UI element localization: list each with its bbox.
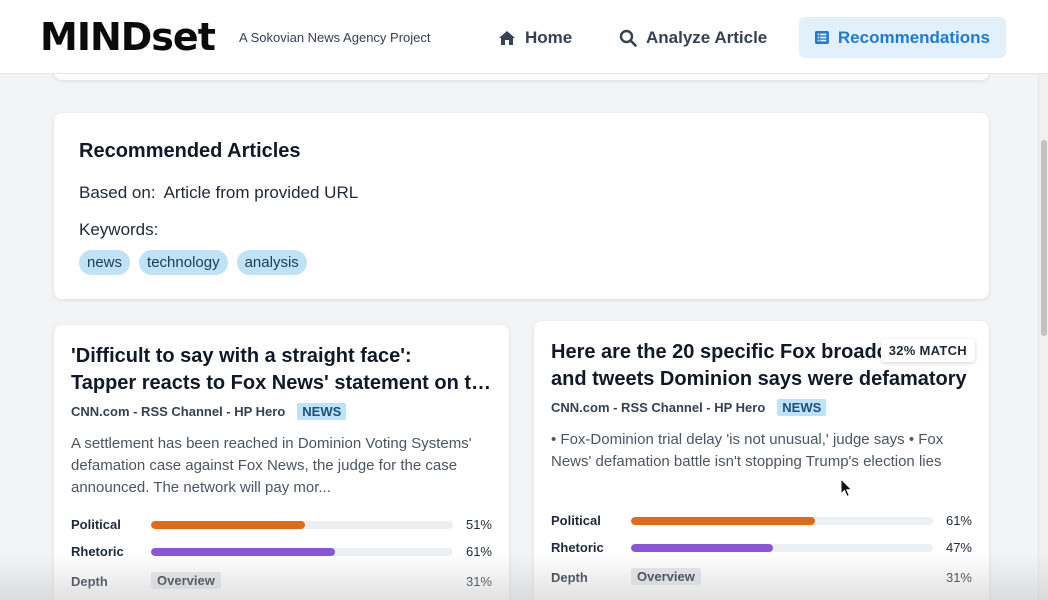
metric-label: Rhetoric — [551, 540, 604, 555]
article-title-line: 'Difficult to say with a straight face': — [71, 345, 412, 367]
mouse-cursor-icon — [840, 478, 853, 498]
article-source-row: CNN.com - RSS Channel - HP Hero NEWS — [71, 403, 347, 420]
list-icon — [815, 30, 829, 45]
depth-chip: Overview — [631, 568, 701, 585]
metric-value: 31% — [465, 574, 492, 589]
match-badge: 32% MATCH — [880, 339, 975, 362]
article-title[interactable]: 'Difficult to say with a straight face':… — [71, 343, 496, 397]
nav-analyze-article[interactable]: Analyze Article — [603, 17, 783, 58]
metric-fill — [151, 548, 336, 556]
metric-value: 61% — [465, 544, 492, 559]
metric-fill — [631, 517, 816, 525]
based-on-row: Based on: Article from provided URL — [79, 183, 358, 203]
article-summary: • Fox-Dominion trial delay 'is not unusu… — [551, 431, 944, 470]
article-source: CNN.com - RSS Channel - HP Hero — [71, 404, 286, 419]
category-badge: NEWS — [297, 403, 347, 420]
nav-analyze-label: Analyze Article — [646, 27, 768, 47]
metric-value: 51% — [465, 517, 492, 532]
based-on-label: Based on: — [79, 183, 156, 202]
app-logo[interactable]: MINDset — [40, 15, 216, 59]
search-icon — [619, 29, 637, 47]
home-icon — [499, 30, 515, 45]
metric-fill — [151, 521, 306, 529]
nav-home[interactable]: Home — [482, 17, 588, 58]
metric-label: Political — [71, 517, 121, 532]
metric-political: Political 61% — [551, 512, 972, 530]
metric-rhetoric: Rhetoric 47% — [551, 539, 972, 557]
keyword-tag[interactable]: analysis — [236, 250, 307, 275]
nav-recommendations-label: Recommendations — [837, 27, 990, 47]
metric-label: Depth — [551, 570, 588, 585]
metric-track — [631, 517, 933, 525]
category-badge: NEWS — [777, 399, 827, 416]
top-header: MINDset A Sokovian News Agency Project H… — [0, 0, 1048, 74]
app-tagline: A Sokovian News Agency Project — [239, 30, 431, 45]
depth-chip: Overview — [151, 572, 221, 589]
article-card[interactable]: 'Difficult to say with a straight face':… — [54, 325, 509, 600]
metric-depth: Depth Overview 31% — [551, 568, 972, 587]
keyword-tags: news technology analysis — [79, 250, 307, 275]
article-title-line: Tapper reacts to Fox News' statement on … — [71, 372, 496, 394]
metric-value: 61% — [945, 513, 972, 528]
article-card[interactable]: Here are the 20 specific Fox broadcasts … — [534, 321, 989, 600]
metric-label: Depth — [71, 574, 108, 589]
article-summary: A settlement has been reached in Dominio… — [71, 435, 472, 496]
keywords-label: Keywords: — [79, 220, 159, 239]
metric-depth: Depth Overview 31% — [71, 572, 492, 591]
metric-label: Rhetoric — [71, 544, 124, 559]
article-source-row: CNN.com - RSS Channel - HP Hero NEWS — [551, 399, 827, 416]
article-source: CNN.com - RSS Channel - HP Hero — [551, 400, 766, 415]
scrollbar-thumb[interactable] — [1041, 140, 1047, 336]
page-scrollbar[interactable] — [1038, 74, 1048, 600]
metric-fill — [631, 544, 773, 552]
nav-home-label: Home — [525, 27, 573, 47]
metric-track — [151, 521, 453, 529]
keyword-tag[interactable]: news — [79, 250, 131, 275]
metric-track — [151, 548, 453, 556]
metric-label: Political — [551, 513, 601, 528]
recommendations-panel: Recommended Articles Based on: Article fr… — [54, 113, 989, 299]
metric-rhetoric: Rhetoric 61% — [71, 543, 492, 561]
metric-political: Political 51% — [71, 516, 492, 534]
keyword-tag[interactable]: technology — [139, 250, 228, 275]
metric-value: 31% — [945, 570, 972, 585]
article-title-line: and tweets Dominion says were defamatory — [551, 368, 967, 390]
based-on-value: Article from provided URL — [163, 183, 359, 202]
metric-track — [631, 544, 933, 552]
metric-value: 47% — [945, 540, 972, 555]
nav-recommendations[interactable]: Recommendations — [799, 17, 1006, 58]
recommendations-title: Recommended Articles — [79, 140, 301, 162]
